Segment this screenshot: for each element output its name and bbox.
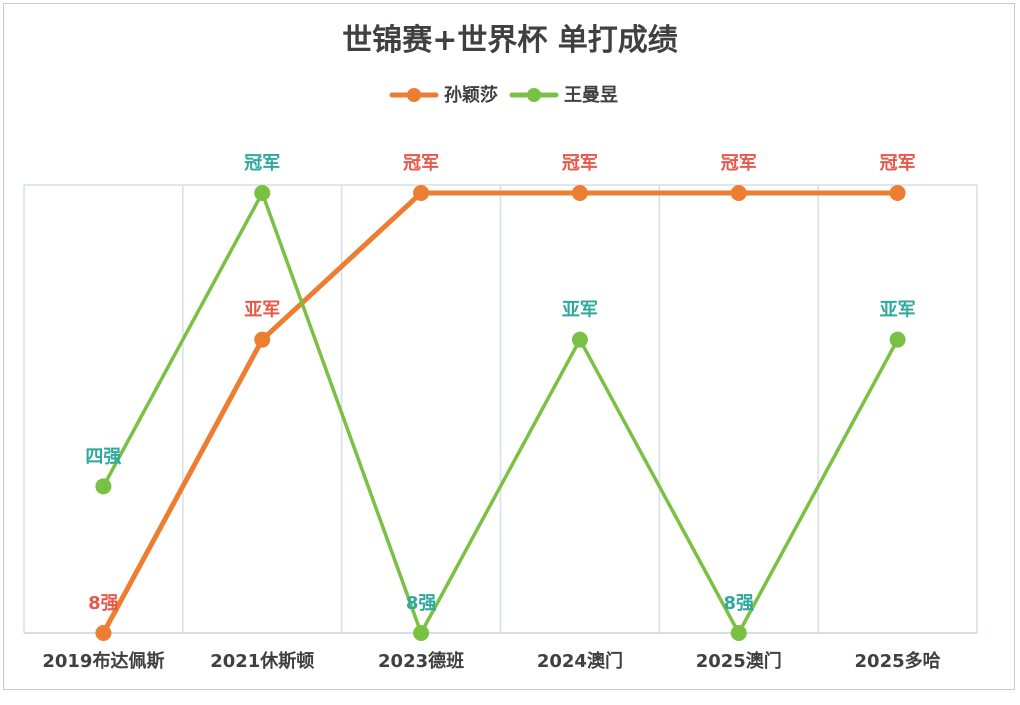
data-point-marker — [254, 185, 271, 201]
data-label: 8强 — [88, 593, 119, 614]
data-point-marker — [571, 185, 588, 201]
series-line — [101, 191, 900, 635]
x-tick-label: 2024澳门 — [537, 650, 623, 672]
data-point-marker — [730, 625, 747, 641]
legend-label: 孙颖莎 — [444, 84, 498, 106]
data-point-marker — [730, 185, 747, 201]
data-point-marker — [413, 185, 430, 201]
data-point-marker — [889, 185, 906, 201]
data-label: 冠军 — [880, 153, 916, 174]
chart-frame — [3, 3, 1015, 690]
data-label: 冠军 — [562, 153, 598, 174]
data-label: 冠军 — [721, 153, 757, 174]
x-tick-label: 2025多哈 — [855, 650, 941, 672]
legend-swatch-marker — [407, 88, 421, 102]
data-label: 冠军 — [403, 153, 439, 174]
legend: 孙颖莎 王曼昱 — [389, 84, 618, 106]
data-label: 亚军 — [880, 300, 916, 321]
data-point-marker — [889, 331, 906, 348]
data-point-marker — [413, 625, 430, 641]
chart-title: 世锦赛+世界杯 单打成绩 — [342, 23, 678, 58]
data-label: 亚军 — [244, 300, 280, 321]
x-tick-label: 2023德班 — [378, 650, 464, 672]
data-point-marker — [95, 478, 112, 495]
data-label: 冠军 — [244, 153, 280, 174]
data-label: 8强 — [406, 593, 437, 614]
data-label: 8强 — [723, 593, 754, 614]
x-tick-label: 2019布达佩斯 — [42, 650, 164, 672]
data-label: 亚军 — [562, 300, 598, 321]
legend-label: 王曼昱 — [564, 85, 618, 106]
plot-area: 2019布达佩斯 2021休斯顿 2023德班 2024澳门 2025澳门 2025多哈 8… — [23, 84, 978, 672]
x-tick-label: 2021休斯顿 — [210, 650, 314, 672]
x-tick-label: 2025澳门 — [696, 650, 782, 672]
data-point-marker — [571, 331, 588, 348]
data-point-marker — [254, 331, 271, 348]
data-point-marker — [95, 625, 112, 641]
data-label: 四强 — [85, 446, 121, 467]
legend-swatch-marker — [527, 88, 541, 102]
series-line — [100, 190, 901, 636]
